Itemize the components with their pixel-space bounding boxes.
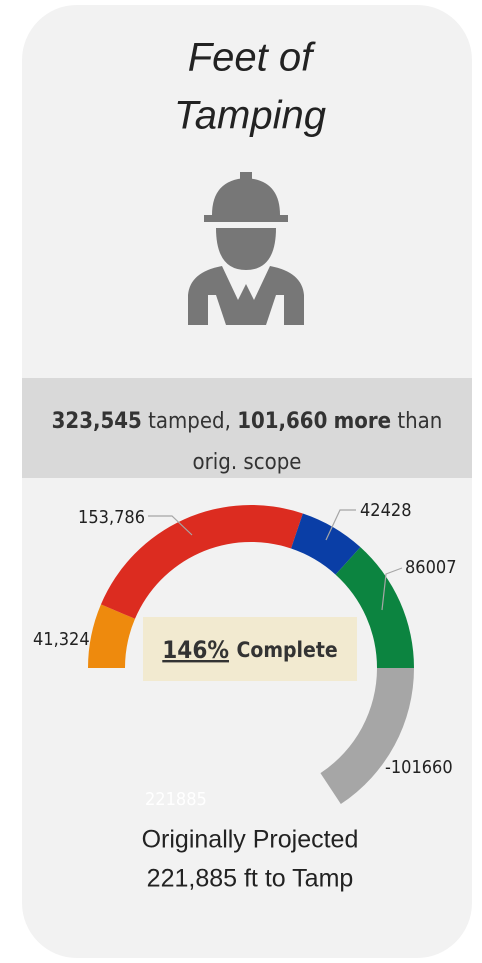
leader-line — [381, 567, 403, 611]
donut-segment — [88, 604, 136, 668]
title: Tamping — [174, 94, 326, 138]
leader-line — [148, 515, 193, 536]
data-label: 153,786 — [78, 507, 145, 528]
leader-line — [325, 509, 356, 541]
center-label: 146% Complete — [162, 636, 337, 664]
summary-band — [22, 378, 472, 478]
summary-value: 101,660 — [237, 409, 327, 434]
center-box — [143, 617, 357, 681]
data-label: 41,324 — [33, 629, 90, 650]
footer: 221,885 ft to Tamp — [147, 865, 354, 893]
donut-segment — [291, 513, 361, 575]
data-label: 42428 — [360, 500, 412, 521]
center-percent: 146% — [162, 636, 229, 664]
data-label: 86007 — [405, 557, 457, 578]
summary-line: 323,545 tamped, 101,660 more than — [52, 409, 443, 434]
data-label: -101660 — [385, 757, 453, 778]
worker-icon — [188, 172, 304, 325]
title: Feet of — [188, 36, 316, 80]
center-text: Complete — [237, 638, 338, 662]
summary-value: 323,545 — [52, 409, 142, 434]
donut-segment — [320, 668, 414, 805]
donut-segment — [335, 547, 414, 668]
data-label: 221885 — [145, 789, 207, 810]
summary-text: tamped, — [148, 409, 231, 434]
summary-text: than — [397, 409, 442, 434]
footer: Originally Projected — [142, 826, 359, 854]
summary-line: orig. scope — [193, 450, 302, 475]
donut-segment — [100, 505, 303, 619]
card — [22, 5, 472, 958]
donut-chart: 41,324 153,786 42428 86007 -101660 221885 — [33, 500, 457, 810]
summary-text: more — [334, 409, 391, 434]
